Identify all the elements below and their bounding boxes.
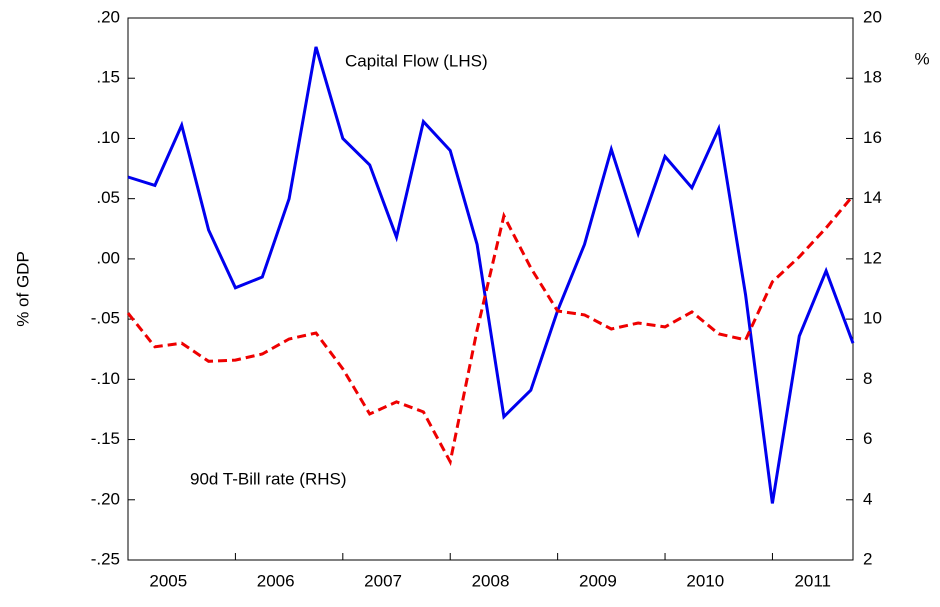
y-tick-label: .10 (96, 128, 120, 147)
y-tick-label: -.20 (91, 489, 120, 508)
y-tick-label: .00 (96, 248, 120, 267)
y-axis-label: % of GDP (13, 251, 32, 327)
y2-axis-label: % (914, 49, 929, 68)
y2-tick-label: 6 (863, 429, 872, 448)
x-tick-label: 2010 (686, 571, 724, 590)
y-tick-label: -.05 (91, 309, 120, 328)
x-tick-label: 2006 (257, 571, 295, 590)
y-tick-label: .05 (96, 188, 120, 207)
x-tick-label: 2007 (364, 571, 402, 590)
x-tick-label: 2008 (472, 571, 510, 590)
y-tick-label: .15 (96, 68, 120, 87)
y2-tick-label: 10 (863, 309, 882, 328)
series-line (127, 46, 855, 504)
x-tick-label: 2009 (579, 571, 617, 590)
series-line (126, 194, 855, 467)
y-tick-label: -.10 (91, 369, 120, 388)
plot-frame (127, 17, 854, 561)
series-annotation: 90d T-Bill rate (RHS) (190, 469, 347, 488)
y-tick-label: -.25 (91, 549, 120, 568)
y2-tick-label: 16 (863, 128, 882, 147)
y2-tick-label: 12 (863, 248, 882, 267)
y2-tick-label: 4 (863, 489, 872, 508)
y-tick-label: -.15 (91, 429, 120, 448)
y2-tick-label: 2 (863, 549, 872, 568)
series-annotation: Capital Flow (LHS) (345, 51, 488, 70)
x-tick-label: 2011 (794, 571, 831, 590)
y2-tick-label: 14 (863, 188, 882, 207)
x-tick-label: 2005 (149, 571, 187, 590)
y2-tick-label: 18 (863, 68, 882, 87)
y2-tick-label: 8 (863, 369, 872, 388)
y2-tick-label: 20 (863, 7, 882, 26)
y-tick-label: .20 (96, 7, 120, 26)
